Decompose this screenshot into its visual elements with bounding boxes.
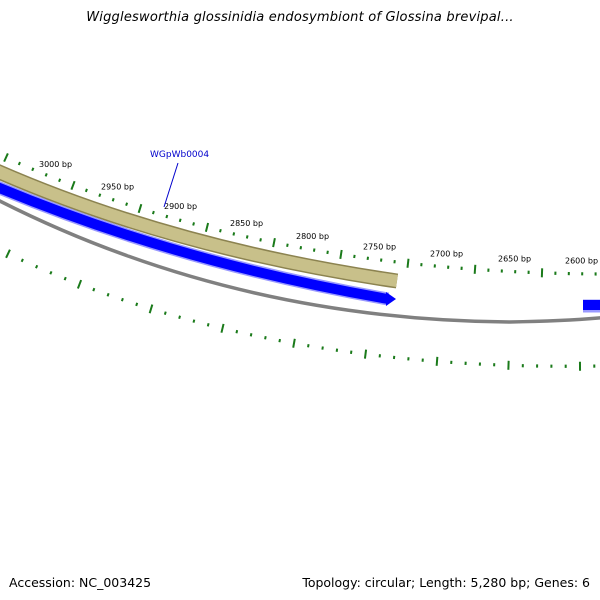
inner-minor-tick xyxy=(178,315,181,320)
inner-minor-tick xyxy=(63,276,67,281)
inner-major-tick xyxy=(435,356,439,366)
outer-minor-tick xyxy=(232,232,236,236)
tick-label-2850: 2850 bp xyxy=(230,219,263,228)
outer-minor-tick xyxy=(165,214,169,219)
inner-minor-tick xyxy=(20,258,24,263)
outer-minor-tick xyxy=(58,178,62,183)
tick-label-2700: 2700 bp xyxy=(430,250,463,259)
outer-major-tick xyxy=(272,237,276,248)
outer-minor-tick xyxy=(192,222,195,226)
tick-label-2650: 2650 bp xyxy=(498,254,531,263)
outer-major-tick xyxy=(406,258,410,268)
outer-minor-tick xyxy=(31,167,35,172)
inner-minor-tick xyxy=(192,319,196,323)
topology-summary: Topology: circular; Length: 5,280 bp; Ge… xyxy=(302,575,590,590)
inner-minor-tick xyxy=(92,287,96,292)
outer-major-tick xyxy=(473,264,477,274)
outer-minor-tick xyxy=(259,238,262,242)
inner-tick-ring xyxy=(5,249,596,371)
outer-major-tick xyxy=(3,153,9,163)
outer-minor-tick xyxy=(44,172,48,177)
inner-major-tick xyxy=(220,323,225,333)
outer-minor-tick xyxy=(286,243,289,247)
outer-minor-tick xyxy=(84,188,88,193)
gene-arrow-head[interactable] xyxy=(386,292,396,306)
outer-minor-tick xyxy=(245,235,249,239)
inner-major-tick xyxy=(148,304,154,314)
outer-minor-tick xyxy=(111,197,115,202)
outer-major-tick xyxy=(204,222,210,233)
outer-minor-tick xyxy=(178,218,182,223)
gene-arrow-wgpwb0004[interactable] xyxy=(0,182,389,304)
cds-band-outline[interactable] xyxy=(0,164,399,289)
inner-minor-tick xyxy=(35,264,39,269)
inner-major-tick xyxy=(76,279,83,289)
outer-major-tick xyxy=(339,249,343,260)
inner-major-tick xyxy=(5,249,11,259)
backbone-circle xyxy=(0,199,600,324)
inner-minor-tick xyxy=(235,329,239,334)
inner-minor-tick xyxy=(278,338,281,343)
tick-label-2950: 2950 bp xyxy=(101,183,134,192)
outer-minor-tick xyxy=(98,193,102,197)
inner-major-tick xyxy=(363,349,368,359)
outer-major-tick xyxy=(70,180,76,190)
inner-minor-tick xyxy=(307,343,310,348)
inner-major-tick xyxy=(292,338,296,348)
outer-major-tick xyxy=(137,203,143,214)
inner-minor-tick xyxy=(163,311,167,315)
inner-minor-tick xyxy=(49,270,53,275)
outer-minor-tick xyxy=(17,161,21,166)
tick-label-2750: 2750 bp xyxy=(363,242,396,251)
map-title: Wigglesworthia glossinidia endosymbiont … xyxy=(86,10,514,25)
outer-tick-ring xyxy=(3,153,597,278)
outer-minor-tick xyxy=(151,210,155,215)
inner-minor-tick xyxy=(135,302,139,307)
feature-label-leader xyxy=(163,162,179,208)
accession-text: Accession: NC_003425 xyxy=(9,575,152,590)
inner-minor-tick xyxy=(120,297,124,302)
outer-minor-tick xyxy=(312,248,316,252)
tick-label-2900: 2900 bp xyxy=(164,202,197,211)
tick-label-3000: 3000 bp xyxy=(39,160,72,169)
inner-minor-tick xyxy=(106,292,110,297)
outer-minor-tick xyxy=(299,245,303,250)
tick-labels: 3000 bp 2950 bp 2900 bp 2850 bp 2800 bp 2750 … xyxy=(39,160,598,266)
inner-minor-tick xyxy=(249,333,253,337)
feature-label-wgpwb0004[interactable]: WGpWb0004 xyxy=(150,150,209,160)
cds-band[interactable] xyxy=(0,165,398,287)
outer-minor-tick xyxy=(326,250,329,255)
tick-label-2800: 2800 bp xyxy=(296,232,329,241)
inner-minor-tick xyxy=(206,323,210,327)
outer-minor-tick xyxy=(219,228,222,233)
tick-label-2600: 2600 bp xyxy=(565,257,598,266)
outer-minor-tick xyxy=(125,202,129,207)
inner-minor-tick xyxy=(264,336,267,340)
